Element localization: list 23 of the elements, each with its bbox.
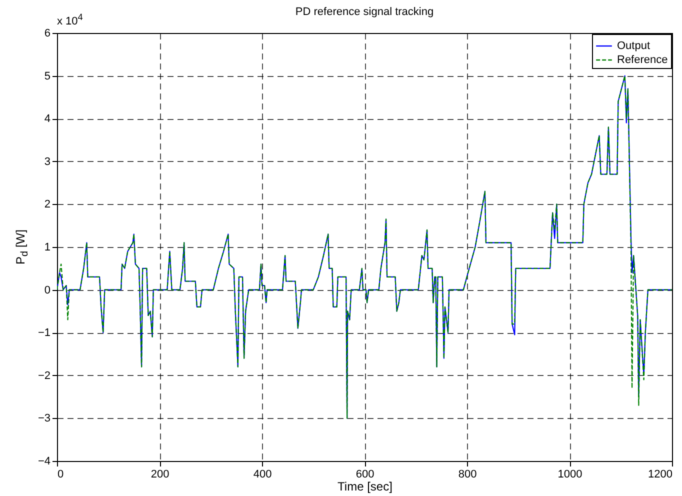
y-tick-label: 1: [44, 242, 50, 254]
legend-label: Output: [617, 40, 650, 52]
x-tick-label: 0: [58, 468, 64, 480]
y-tick-label: 3: [44, 156, 50, 168]
x-tick-label: 200: [150, 468, 170, 480]
y-tick-label: −3: [38, 412, 50, 425]
y-tick-label: −1: [38, 327, 50, 340]
y-tick-label: 4: [44, 113, 50, 126]
y-tick-label: −2: [38, 370, 50, 382]
x-tick-label: 1000: [558, 468, 582, 480]
x-tick-label: 600: [356, 468, 374, 480]
y-tick-label: 6: [44, 28, 50, 40]
y-tick-label: 2: [44, 198, 50, 211]
y-tick-label: 0: [44, 284, 50, 296]
x-tick-label: 400: [253, 468, 272, 480]
legend-label: Reference: [617, 54, 668, 66]
chart-title: PD reference signal tracking: [295, 6, 434, 18]
x-tick-label: 800: [458, 468, 477, 480]
y-tick-label: −4: [38, 456, 50, 468]
x-tick-label: 1200: [648, 468, 672, 480]
x-axis-title: Time [sec]: [338, 480, 392, 494]
y-tick-label: 5: [44, 70, 50, 82]
text: x 10$^{4}$: [57, 12, 83, 28]
